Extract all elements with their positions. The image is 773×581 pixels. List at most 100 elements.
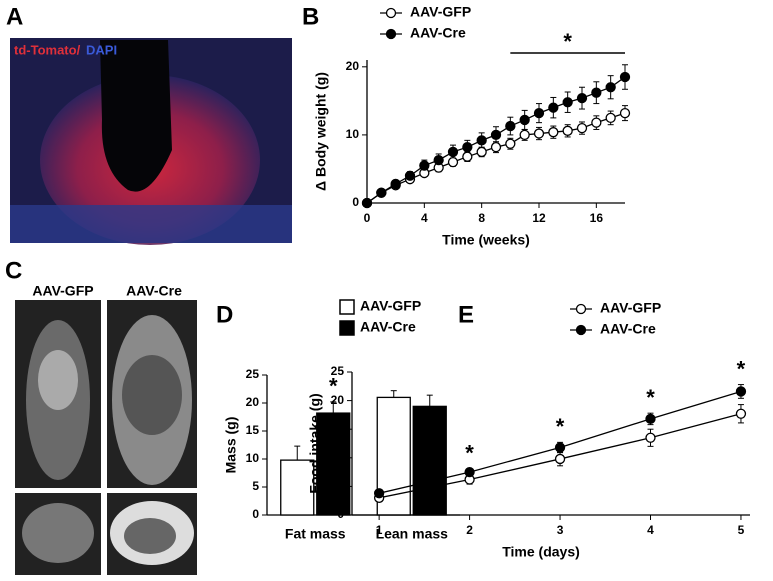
x-tick-label: 4 — [647, 523, 654, 537]
marker — [490, 142, 502, 153]
y-tick-label: 15 — [331, 421, 345, 435]
x-tick-label: 0 — [364, 211, 371, 225]
marker — [562, 97, 573, 108]
marker — [376, 187, 387, 198]
legend-label: AAV-GFP — [410, 4, 471, 20]
marker — [548, 102, 559, 113]
legend-marker — [575, 303, 587, 315]
y-axis-label: Δ Body weight (g) — [313, 72, 329, 191]
image-label: DAPI — [86, 42, 117, 57]
bar — [316, 412, 351, 516]
y-tick-label: 0 — [352, 195, 359, 209]
legend-label: AAV-GFP — [600, 300, 661, 316]
marker — [464, 466, 475, 478]
legend-marker — [385, 28, 397, 40]
marker — [533, 107, 545, 119]
marker — [447, 156, 459, 168]
marker — [519, 129, 530, 141]
marker — [433, 154, 444, 166]
marker — [554, 442, 566, 453]
y-tick-label: 10 — [331, 450, 345, 464]
x-axis-label: Time (weeks) — [442, 232, 530, 248]
marker — [645, 432, 656, 443]
marker — [490, 129, 502, 141]
marker — [419, 160, 430, 171]
y-tick-label: 0 — [337, 507, 344, 521]
x-tick-label: 8 — [478, 211, 485, 225]
marker — [605, 82, 616, 93]
image-label: AAV-Cre — [126, 283, 182, 299]
significance-label: * — [465, 440, 474, 465]
panel-label: A — [6, 3, 23, 30]
marker — [505, 138, 516, 149]
y-tick-label: 20 — [331, 393, 345, 407]
panel-label: C — [5, 257, 22, 284]
marker — [462, 142, 473, 153]
significance-label: * — [646, 385, 655, 410]
image-a: td-Tomato/ DAPI — [10, 38, 292, 245]
y-tick-label: 0 — [252, 507, 259, 521]
marker — [735, 386, 747, 397]
y-axis-label: Food intake (g) — [307, 393, 323, 493]
panel-label: B — [302, 3, 319, 30]
marker — [591, 87, 602, 98]
x-tick-label: 5 — [738, 523, 745, 537]
x-tick-label: 2 — [466, 523, 473, 537]
marker — [576, 122, 588, 134]
marker — [619, 107, 631, 119]
marker — [735, 408, 747, 419]
y-tick-label: 10 — [346, 127, 360, 141]
marker — [476, 135, 487, 146]
x-axis-label: Time (days) — [502, 544, 580, 560]
y-tick-label: 5 — [337, 479, 344, 493]
image-label: AAV-GFP — [32, 283, 93, 299]
x-tick-label: 4 — [421, 211, 428, 225]
significance-label: * — [329, 374, 338, 399]
x-tick-label: Fat mass — [285, 526, 346, 542]
image-label: td-Tomato/ — [14, 42, 81, 57]
marker — [476, 146, 487, 158]
y-tick-label: 25 — [246, 367, 260, 381]
legend-label: AAV-GFP — [360, 298, 421, 314]
y-tick-label: 15 — [246, 423, 260, 437]
x-tick-label: 3 — [557, 523, 564, 537]
legend-label: AAV-Cre — [360, 319, 416, 335]
legend-label: AAV-Cre — [600, 321, 656, 337]
bar — [412, 405, 447, 516]
significance-label: * — [737, 356, 746, 381]
image-c: AAV-GFP AAV-Cre — [15, 283, 197, 575]
marker — [462, 151, 473, 162]
marker — [390, 178, 401, 190]
x-tick-label: 1 — [376, 523, 383, 537]
y-tick-label: 5 — [252, 479, 259, 493]
significance-label: * — [556, 414, 565, 439]
marker — [554, 453, 566, 465]
legend-swatch — [339, 299, 355, 315]
y-tick-label: 25 — [331, 364, 345, 378]
marker — [519, 114, 530, 126]
marker — [605, 112, 616, 124]
bar — [280, 459, 315, 516]
legend-marker — [575, 324, 587, 336]
y-tick-label: 10 — [246, 451, 260, 465]
panel-label: D — [216, 301, 233, 328]
marker — [619, 71, 631, 83]
marker — [548, 127, 559, 138]
x-tick-label: 12 — [532, 211, 546, 225]
y-tick-label: 20 — [346, 59, 360, 73]
marker — [373, 488, 385, 499]
legend-swatch — [339, 320, 355, 336]
x-tick-label: 16 — [590, 211, 604, 225]
marker — [576, 92, 588, 104]
marker — [447, 146, 459, 158]
legend-marker — [385, 7, 397, 19]
marker — [361, 197, 373, 209]
y-tick-label: 20 — [246, 395, 260, 409]
y-axis-label: Mass (g) — [223, 417, 239, 474]
panel-label: E — [458, 301, 474, 328]
marker — [645, 413, 656, 425]
marker — [591, 117, 602, 128]
significance-label: * — [563, 29, 572, 54]
